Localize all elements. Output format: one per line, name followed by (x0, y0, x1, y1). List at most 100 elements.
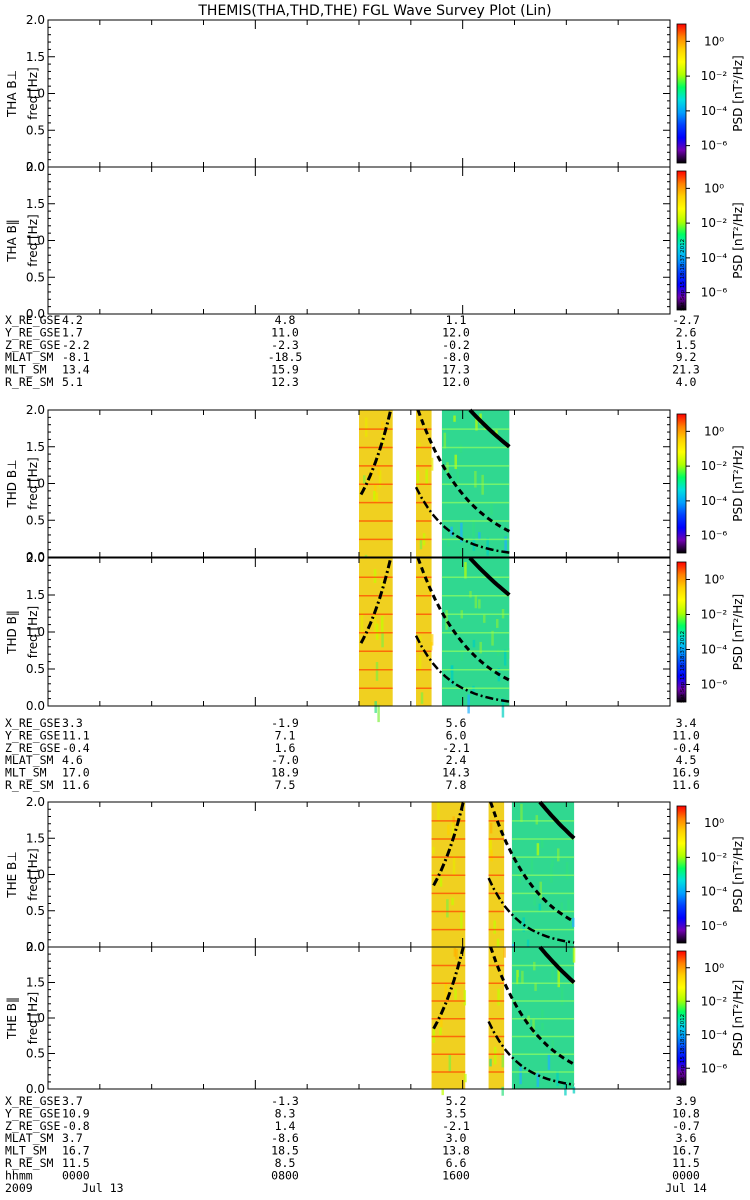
spectrogram-pixel (443, 432, 447, 449)
harmonic-line (416, 428, 432, 430)
colorbar-tick-label: 10⁰ (704, 961, 724, 975)
spectrogram-pixel (491, 630, 494, 646)
panel-label: THE B‖ (5, 997, 19, 1040)
gyrofrequency-curve (432, 946, 465, 1030)
orbit-value: -7.0 (271, 753, 299, 767)
panel-frame (47, 166, 671, 315)
harmonic-line (416, 632, 432, 634)
spectrogram-pixel (472, 685, 475, 694)
panel-label: THA B‖ (5, 219, 19, 263)
orbit-value: 4.6 (62, 753, 83, 767)
spectrogram-pixel (517, 977, 521, 986)
spectrogram-pixel (483, 614, 486, 623)
y-tick-label: 1.0 (26, 87, 45, 101)
orbit-value: 3.3 (62, 716, 83, 730)
spectrogram-pixel (464, 1073, 467, 1083)
orbit-value: 1.4 (275, 1119, 296, 1133)
harmonic-line (416, 483, 432, 485)
orbit-row-label: X_RE_GSE (5, 716, 60, 730)
gyrofrequency-curve (414, 486, 510, 554)
colorbar-tick-label: 10⁰ (704, 34, 724, 48)
gyrofrequency-curve (489, 946, 575, 1066)
orbit-value: 11.6 (62, 778, 90, 792)
spectrogram-pixel (363, 475, 366, 484)
orbit-value: 4.0 (676, 375, 697, 389)
colorbar (676, 170, 687, 311)
spectrogram-pixel (496, 618, 499, 628)
orbit-value: 11.0 (271, 325, 299, 339)
orbit-value: 18.5 (271, 1144, 299, 1158)
spectrogram-pixel (456, 467, 459, 485)
harmonic-line (416, 687, 432, 689)
harmonic-line (431, 928, 466, 931)
panel-thd-bpar: 2.0 1.5 1.0 0.5 0.0 freq [Hz] THD B‖ 10⁰ 10⁻² 10⁻… (5, 551, 745, 723)
orbit-value: 4.2 (62, 313, 83, 327)
orbit-value: 12.0 (442, 325, 470, 339)
gyrofrequency-curve (468, 556, 511, 597)
plot-title: THEMIS(THA,THD,THE) FGL Wave Survey Plot… (197, 3, 551, 19)
harmonic-line (441, 613, 510, 615)
harmonic-line (488, 838, 505, 840)
spectrogram-pixel (565, 862, 569, 880)
orbit-value: -8.0 (442, 350, 470, 364)
harmonic-line (416, 613, 432, 615)
harmonic-line (359, 613, 393, 615)
spectrogram-pixel (460, 522, 463, 543)
panel-tha-bperp: 2.0 1.5 1.0 0.5 0.0 freq [Hz] THA B⊥ 10⁰ 10⁻² 10⁻… (5, 13, 745, 174)
spectrogram-pixel (535, 815, 539, 825)
gyrofrequency-curve (487, 877, 575, 944)
y-tick-label: 0.0 (26, 940, 45, 954)
spectrogram-pixel (474, 470, 477, 488)
y-tick-label: 0.5 (26, 904, 45, 918)
spectrogram-pixel (518, 873, 522, 884)
y-tick-label: 0.0 (26, 699, 45, 713)
spectrogram-pixel (445, 610, 448, 630)
colorbar-tick-label: 10⁻⁴ (701, 1028, 728, 1042)
spectrogram-pixel (551, 967, 554, 982)
harmonic-line (431, 1035, 466, 1038)
spectrogram-pixel (439, 1027, 442, 1035)
spectrogram-pixel (453, 948, 457, 957)
spectrogram-pixel (538, 903, 542, 911)
orbit-value: 0000 (62, 1168, 90, 1182)
orbit-row-label: Z_RE_GSE (5, 741, 60, 755)
orbit-value: 11.1 (62, 728, 90, 742)
colorbar-tick-label: 10⁻² (701, 994, 728, 1008)
spectrogram-pixel (496, 938, 500, 950)
harmonic-line (359, 632, 393, 634)
orbit-row-label: Y_RE_GSE (5, 1106, 60, 1120)
harmonic-line (359, 669, 393, 671)
harmonic-line (441, 446, 510, 449)
spectrogram-pixel (375, 623, 379, 640)
colorbar-tick-label: 10⁰ (704, 573, 724, 587)
orbit-value: Jul 14 (665, 1181, 707, 1195)
orbit-value: 17.0 (62, 766, 90, 780)
harmonic-line (488, 1071, 505, 1073)
spectrogram-pixel (541, 1023, 544, 1031)
orbit-value: -8.1 (62, 350, 90, 364)
orbit-value: 7.1 (275, 728, 296, 742)
y-tick-label: 2.0 (26, 551, 45, 565)
orbit-row-label: Y_RE_GSE (5, 728, 60, 742)
harmonic-line (359, 650, 393, 652)
harmonic-line (488, 1053, 505, 1055)
harmonic-line (488, 1000, 505, 1002)
spectrogram-pixel (501, 1053, 505, 1068)
orbit-row-label: MLAT_SM (5, 350, 54, 364)
y-tick-label: 1.5 (26, 440, 45, 454)
panel-label: THD B⊥ (5, 459, 19, 508)
orbit-value: -1.9 (271, 716, 299, 730)
y-tick-label: 0.5 (26, 1047, 45, 1061)
spectrogram-pixel (381, 580, 384, 590)
colorbar-tick-label: 10⁻⁶ (701, 529, 728, 543)
harmonic-line (441, 595, 510, 597)
harmonic-line (511, 874, 575, 876)
gyrofrequency-curve (489, 801, 575, 923)
spectrogram-pixel (447, 539, 450, 547)
orbit-value: 16.9 (672, 766, 700, 780)
orbit-value: 9.2 (676, 350, 697, 364)
spectrogram-pixel (419, 539, 423, 550)
orbit-value: -2.7 (672, 313, 700, 327)
orbit-value: 4.8 (275, 313, 296, 327)
spectrogram-pixel (451, 897, 454, 906)
